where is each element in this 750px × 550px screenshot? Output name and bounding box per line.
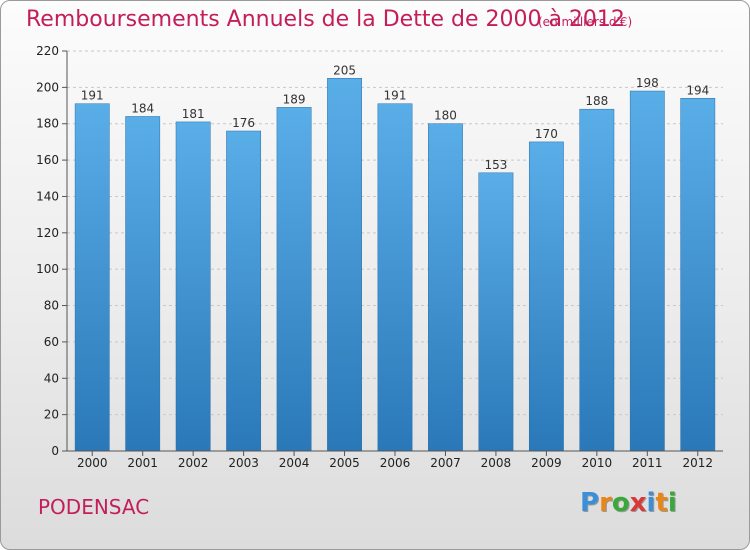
x-tick-label: 2004 — [279, 456, 310, 470]
value-label: 181 — [182, 107, 205, 121]
chart-subtitle: (en milliers d'€) — [538, 15, 633, 29]
logo-letter: t — [655, 488, 668, 518]
x-tick-label: 2011 — [632, 456, 663, 470]
value-label: 198 — [636, 76, 659, 90]
y-tick-label: 180 — [36, 117, 59, 131]
y-tick-label: 140 — [36, 189, 59, 203]
y-tick-label: 120 — [36, 226, 59, 240]
y-tick-label: 80 — [44, 299, 59, 313]
bars — [74, 78, 716, 452]
bar-2011 — [629, 90, 665, 452]
bar-2006 — [377, 103, 413, 452]
value-label: 170 — [535, 127, 558, 141]
proxiti-logo[interactable]: Proxiti — [580, 488, 677, 518]
value-label: 188 — [585, 94, 608, 108]
y-tick-label: 200 — [36, 80, 59, 94]
bar-2009 — [528, 141, 564, 452]
logo-letter: x — [629, 488, 647, 518]
bar-2010 — [579, 108, 615, 452]
x-tick-label: 2000 — [77, 456, 108, 470]
logo-letter: i — [646, 488, 656, 518]
x-tick-label: 2010 — [582, 456, 613, 470]
bar-2008 — [478, 172, 514, 452]
y-tick-label: 40 — [44, 371, 59, 385]
value-label: 194 — [686, 83, 709, 97]
logo-letter: o — [611, 488, 630, 518]
logo-letter: i — [667, 488, 677, 518]
labels: 191 184 181 176 189 205 191 180 153 170 188 198 194 — [81, 63, 709, 172]
x-tick-label: 2006 — [380, 456, 411, 470]
bar-2000 — [74, 103, 110, 452]
value-label: 189 — [283, 92, 306, 106]
chart-title: Remboursements Annuels de la Dette de 20… — [26, 7, 625, 32]
value-label: 184 — [131, 101, 154, 115]
bar-2002 — [175, 121, 211, 452]
x-tick-label: 2005 — [329, 456, 360, 470]
logo-letter: r — [599, 488, 612, 518]
x-tick-label: 2008 — [481, 456, 512, 470]
y-tick-label: 160 — [36, 153, 59, 167]
value-label: 176 — [232, 116, 255, 130]
value-label: 180 — [434, 109, 457, 123]
y-tick-label: 220 — [36, 44, 59, 58]
value-label: 191 — [384, 89, 407, 103]
axes: 0 20 40 60 80 100 120 140 160 180 200 220 2000 2001 20… — [36, 44, 723, 470]
value-label: 191 — [81, 89, 104, 103]
value-label: 153 — [484, 158, 507, 172]
bar-2001 — [125, 116, 161, 452]
x-tick-label: 2012 — [682, 456, 713, 470]
x-tick-label: 2001 — [127, 456, 158, 470]
bar-2012 — [680, 98, 716, 452]
bar-2007 — [428, 123, 463, 452]
y-tick-label: 20 — [44, 408, 59, 422]
bar-2005 — [327, 78, 362, 452]
y-tick-label: 100 — [36, 262, 59, 276]
bar-2003 — [226, 130, 262, 452]
logo-letter: P — [580, 488, 600, 518]
x-tick-label: 2007 — [430, 456, 461, 470]
x-tick-label: 2002 — [178, 456, 209, 470]
y-tick-label: 60 — [44, 335, 59, 349]
x-tick-label: 2009 — [531, 456, 562, 470]
x-tick-label: 2003 — [228, 456, 259, 470]
y-tick-label: 0 — [51, 444, 59, 458]
commune-name: PODENSAC — [38, 495, 150, 519]
bar-2004 — [276, 107, 312, 452]
value-label: 205 — [333, 63, 356, 77]
